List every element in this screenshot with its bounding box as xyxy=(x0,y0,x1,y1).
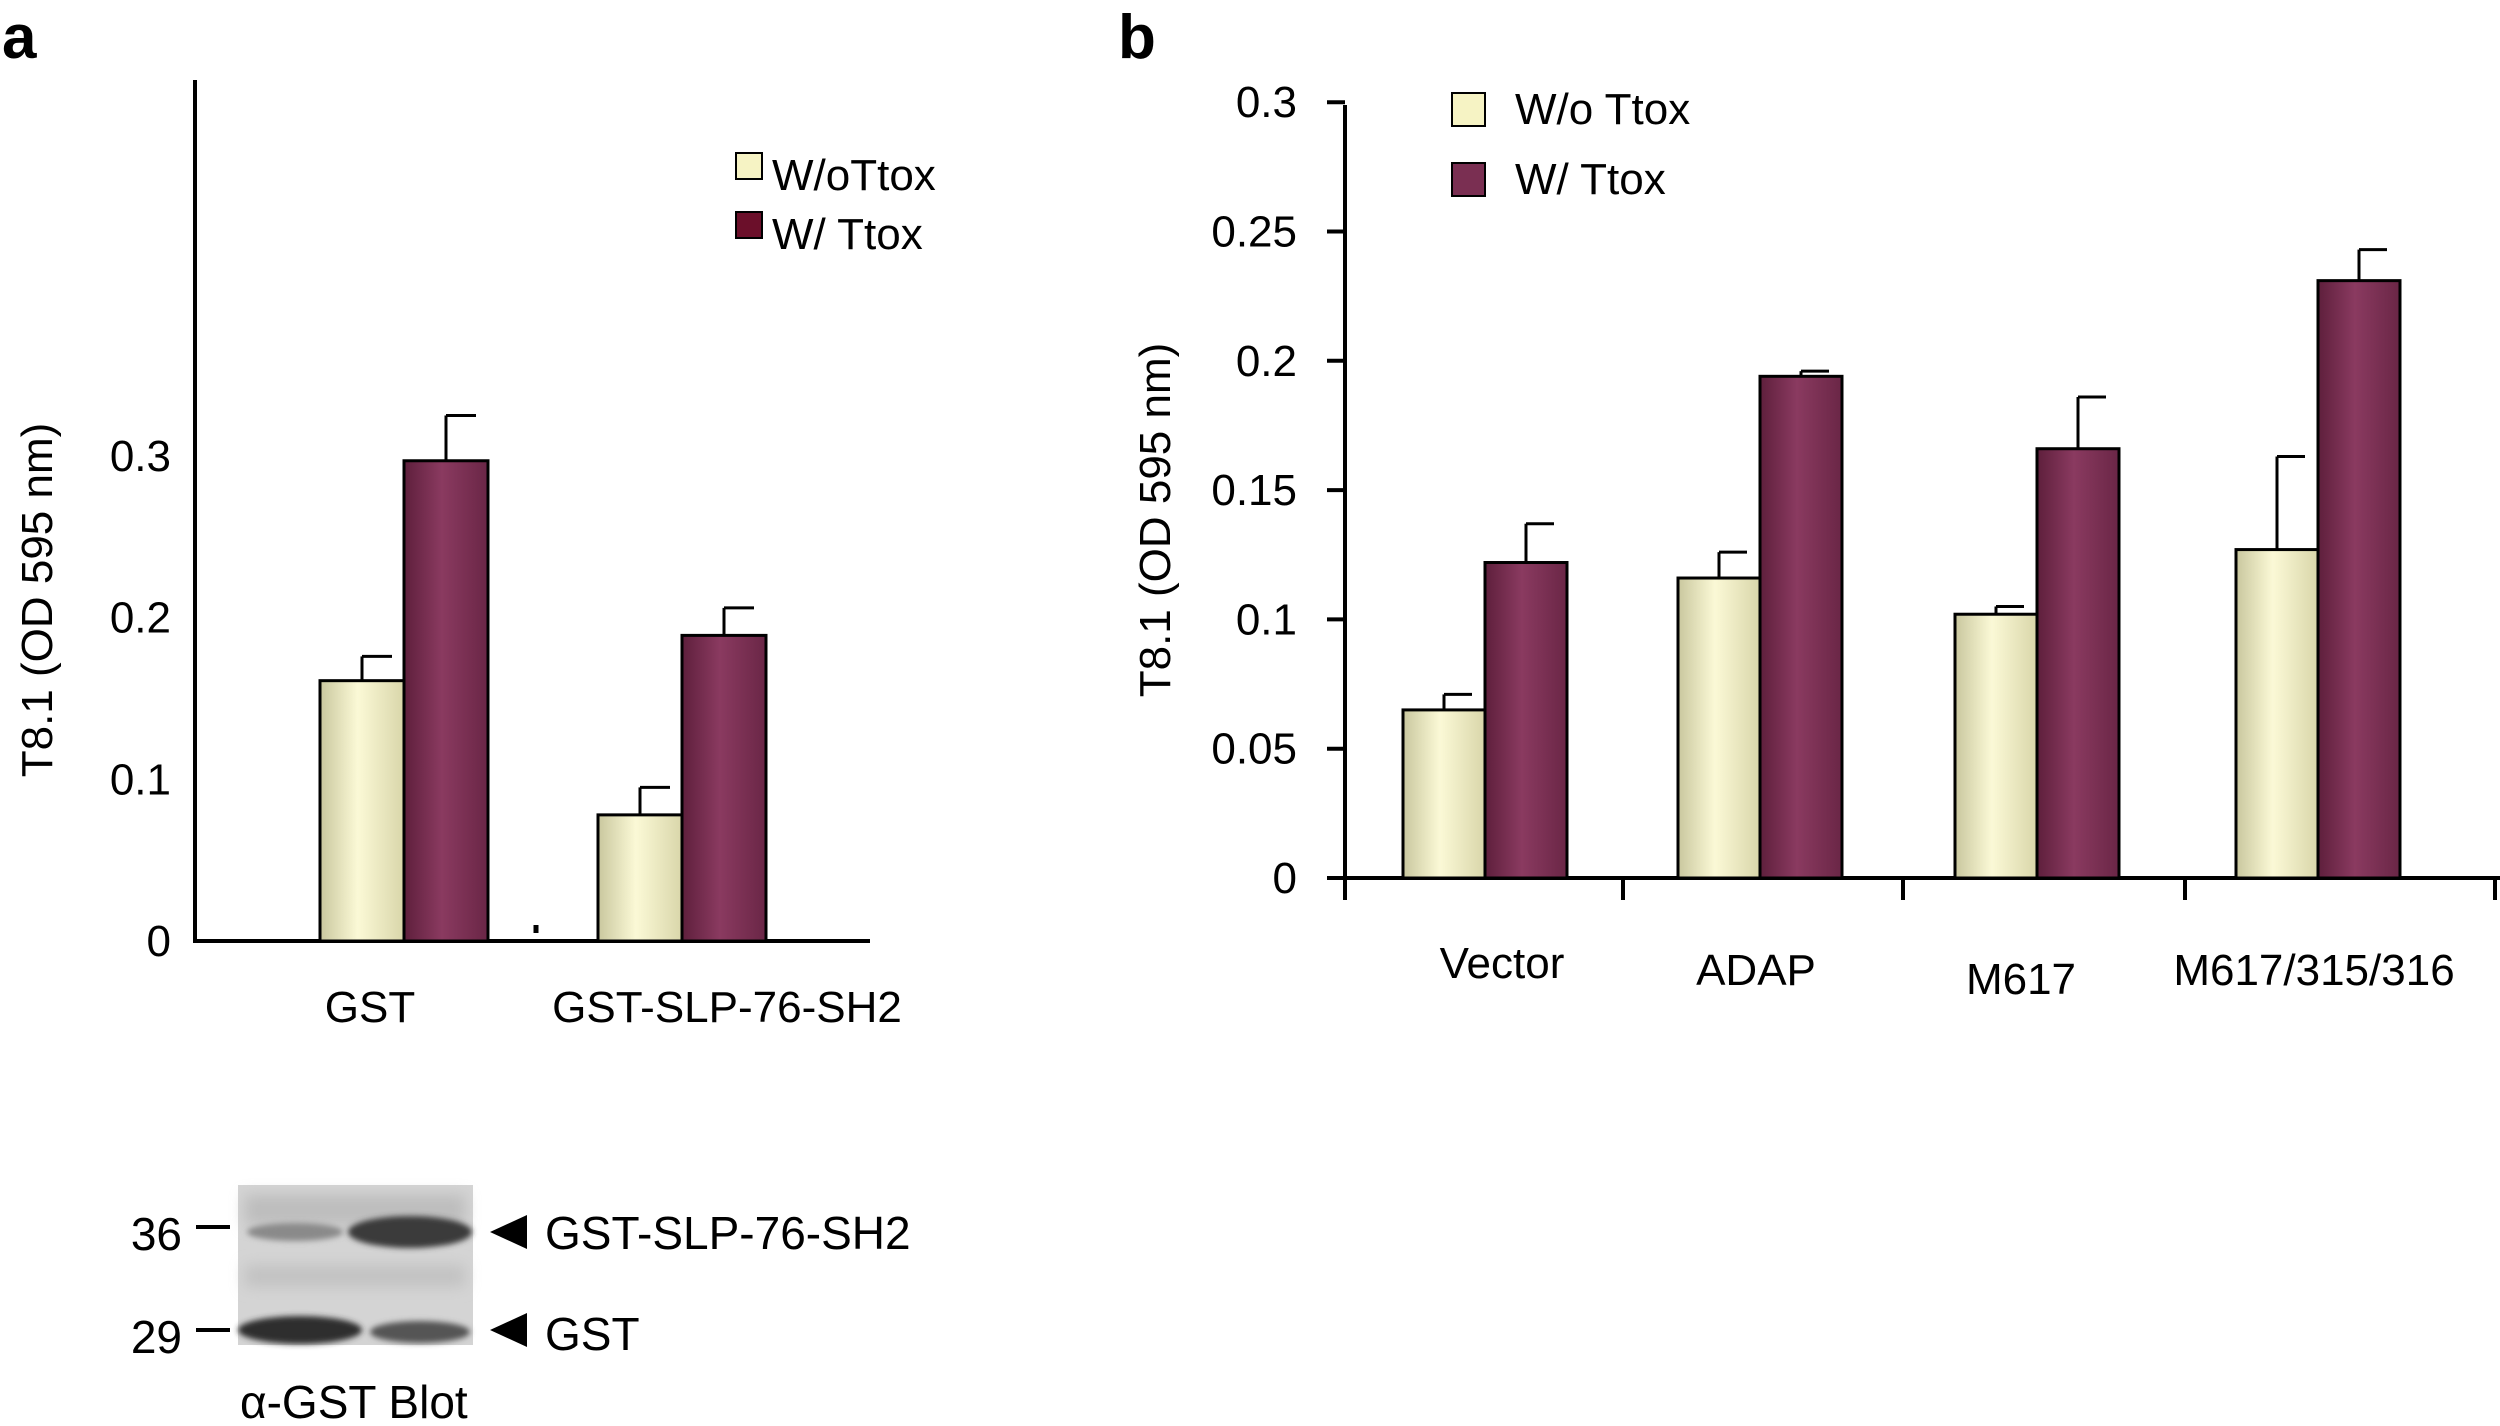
blot-band-lane2-36 xyxy=(348,1216,472,1248)
bar-m617-w-ttox xyxy=(2035,447,2121,880)
blot-haze-2 xyxy=(245,1265,465,1287)
panel-b-legend-label-with: W/ Ttox xyxy=(1515,155,1666,204)
panel-b-category-label-vector: Vector xyxy=(1440,939,1565,988)
blot-band-label-gst-slp-76-sh2: GST-SLP-76-SH2 xyxy=(545,1207,911,1259)
y-tick-label: 0 xyxy=(147,917,171,966)
panel-a-legend-swatch-without xyxy=(735,152,763,180)
panel-b-category-label-adap: ADAP xyxy=(1696,946,1816,995)
y-tick-label: 0.2 xyxy=(110,594,171,643)
panel-b-y-ticks: 0 0.05 0.1 0.15 0.2 0.25 0.3 xyxy=(1211,78,1345,903)
panel-b-category-label-m617-315-316: M617/315/316 xyxy=(2173,946,2454,995)
panel-b-category-label-m617: M617 xyxy=(1966,955,2076,1004)
blot-marker-29: 29 xyxy=(131,1311,182,1363)
blot-caption: α-GST Blot xyxy=(240,1376,468,1426)
y-tick-label: 0.25 xyxy=(1211,208,1297,257)
panel-b-bars xyxy=(1401,248,2402,880)
bar-m617-315-316-w-ttox xyxy=(2316,279,2402,880)
bar-gst-slp-76-sh2-w-ottox xyxy=(596,813,684,943)
panel-letter-b: b xyxy=(1118,3,1156,72)
y-tick-label: 0.15 xyxy=(1211,466,1297,515)
western-blot: 36 29 GST-SLP-76-SH2 GST α-GST Blot xyxy=(131,1185,911,1426)
y-tick-label: 0.2 xyxy=(1236,337,1297,386)
panel-b-legend-label-without: W/o Ttox xyxy=(1515,85,1690,134)
bar-gst-slp-76-sh2-w-ttox xyxy=(680,633,768,943)
bar-vector-w-ttox xyxy=(1483,561,1569,880)
bar-m617-w-o-ttox xyxy=(1953,612,2039,880)
panel-b-chart: T8.1 (OD 595 nm) 00.050.10.150.20.250.3 … xyxy=(1131,78,2500,1004)
y-tick-label: 0.1 xyxy=(110,755,171,804)
panel-b-legend: W/o Ttox W/ Ttox xyxy=(1451,85,1690,204)
panel-a-category-label-gst-slp-76-sh2: GST-SLP-76-SH2 xyxy=(552,983,902,1032)
bar-gst-w-ttox xyxy=(402,459,490,943)
panel-a-category-label-gst: GST xyxy=(325,983,415,1032)
blot-band-lane1-36 xyxy=(247,1223,343,1241)
panel-a-y-ticks: 0 0.1 0.2 0.3 xyxy=(110,432,171,966)
blot-arrow-gst-slp-76-sh2-icon xyxy=(490,1215,527,1249)
bar-m617-315-316-w-o-ttox xyxy=(2234,548,2320,880)
panel-b-legend-swatch-without xyxy=(1451,92,1486,127)
blot-band-label-gst: GST xyxy=(545,1308,640,1360)
bar-gst-w-ottox xyxy=(318,679,406,943)
panel-a-legend: W/oTtox W/ Ttox xyxy=(735,151,936,259)
panel-a-legend-label-without: W/oTtox xyxy=(772,151,936,200)
panel-a-chart: T8.1 (OD 595 nm) 0 0.1 0.2 0.3 GST GST-SLP-… xyxy=(13,80,936,1032)
panel-b-legend-swatch-with xyxy=(1451,162,1486,197)
y-tick-label: 0.3 xyxy=(110,432,171,481)
y-tick-label: 0.05 xyxy=(1211,725,1297,774)
panel-a-legend-label-with: W/ Ttox xyxy=(772,210,923,259)
panel-letter-a: a xyxy=(2,3,37,72)
y-tick-label: 0 xyxy=(1273,854,1297,903)
blot-marker-36: 36 xyxy=(131,1208,182,1260)
panel-a-bars xyxy=(318,413,768,943)
y-tick-label: 0.3 xyxy=(1236,78,1297,127)
blot-band-lane2-29 xyxy=(370,1321,470,1343)
panel-b-y-axis-label: T8.1 (OD 595 nm) xyxy=(1131,343,1180,698)
bar-vector-w-o-ttox xyxy=(1401,708,1487,880)
blot-arrow-gst-icon xyxy=(490,1313,527,1347)
panel-a-legend-swatch-with xyxy=(735,211,763,239)
blot-band-lane1-29 xyxy=(238,1316,362,1344)
panel-a-y-axis-label: T8.1 (OD 595 nm) xyxy=(13,423,62,778)
bar-adap-w-ttox xyxy=(1758,374,1844,880)
panel-b-x-ticks xyxy=(1343,878,2497,900)
bar-adap-w-o-ttox xyxy=(1676,576,1762,880)
y-tick-label: 0.1 xyxy=(1236,595,1297,644)
